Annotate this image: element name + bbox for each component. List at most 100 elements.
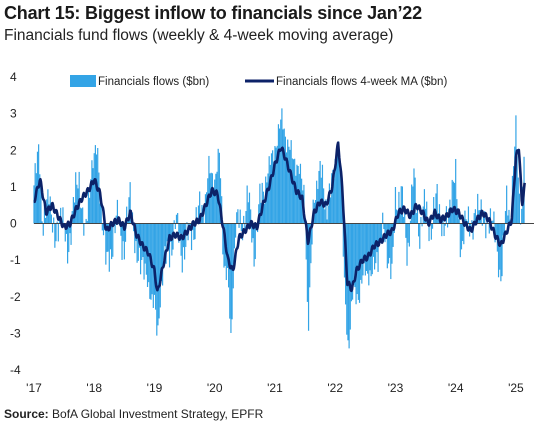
- flow-bar: [306, 223, 308, 302]
- flow-bar: [54, 223, 56, 248]
- flow-bar: [82, 207, 84, 224]
- flow-bar: [60, 207, 62, 224]
- flow-bar: [244, 223, 246, 231]
- flow-bar: [443, 223, 445, 237]
- flow-bar: [100, 197, 102, 224]
- flow-bar: [413, 168, 415, 224]
- flow-bar: [402, 216, 405, 224]
- flow-bar: [418, 223, 420, 237]
- flow-bar: [459, 223, 461, 258]
- flow-bar: [407, 223, 409, 243]
- flow-bar: [180, 223, 182, 256]
- flow-bar: [254, 223, 256, 260]
- flow-bar: [492, 220, 494, 224]
- flow-bar: [126, 206, 128, 224]
- flow-bar: [383, 223, 385, 230]
- flow-bar: [452, 181, 454, 224]
- y-tick-label: -4: [10, 363, 21, 377]
- flow-bar: [274, 146, 276, 224]
- y-tick-label: 4: [10, 70, 17, 84]
- y-tick-label: 2: [10, 143, 17, 157]
- flow-bar: [211, 173, 214, 224]
- flow-bar: [122, 223, 124, 242]
- flow-bar: [460, 223, 463, 250]
- source-label: Source:: [4, 407, 49, 421]
- flow-bar: [226, 223, 229, 268]
- y-tick-label: -3: [10, 326, 21, 340]
- flow-bar: [291, 158, 293, 224]
- flow-bar: [287, 139, 289, 224]
- x-tick-label: '23: [388, 381, 404, 395]
- flow-bar: [335, 161, 337, 224]
- flow-bar: [215, 173, 217, 224]
- y-tick-label: 1: [10, 180, 17, 194]
- chart-subtitle: Financials fund flows (weekly & 4-week m…: [4, 27, 394, 44]
- flow-bar: [506, 185, 508, 224]
- flow-bar: [248, 192, 251, 224]
- flow-bar: [420, 216, 422, 224]
- flow-bar: [504, 210, 507, 224]
- flow-bar: [62, 207, 64, 224]
- flow-bar: [342, 223, 344, 257]
- source-note: Source: BofA Global Investment Strategy,…: [4, 407, 263, 421]
- flow-bar: [328, 183, 331, 224]
- flow-bar: [229, 223, 231, 319]
- flow-bar: [451, 179, 453, 224]
- flow-bar: [423, 189, 426, 224]
- flow-bar: [83, 223, 85, 236]
- flow-bar: [214, 179, 216, 224]
- flow-bar: [389, 223, 391, 258]
- flow-bar: [44, 217, 47, 224]
- flow-bar: [155, 223, 157, 310]
- flow-bar: [75, 172, 77, 224]
- flow-bar: [56, 221, 58, 224]
- x-tick-label: '18: [86, 381, 102, 395]
- flow-bar: [361, 223, 363, 284]
- flow-bar: [295, 175, 297, 224]
- flow-bar: [495, 223, 497, 238]
- flow-bar: [455, 158, 457, 224]
- flow-bar: [91, 160, 93, 224]
- flow-bar: [267, 173, 269, 224]
- flow-bar: [245, 211, 247, 224]
- flow-bar: [193, 223, 195, 240]
- flow-bar: [232, 223, 234, 289]
- flow-bar: [363, 223, 365, 264]
- flow-bar: [188, 223, 190, 225]
- flow-bar: [231, 223, 233, 320]
- flow-bar: [412, 186, 414, 224]
- flow-bar: [209, 173, 211, 224]
- flow-bar: [222, 223, 224, 255]
- flow-bar: [387, 223, 390, 264]
- flow-bar: [189, 223, 191, 227]
- flow-bar: [40, 183, 42, 224]
- flow-bar: [175, 214, 178, 224]
- flow-bar: [369, 223, 371, 271]
- flow-bar: [151, 223, 153, 295]
- flow-bar: [92, 168, 94, 224]
- flow-bar: [441, 223, 443, 237]
- flow-bar: [442, 217, 444, 224]
- flow-bar: [212, 190, 215, 224]
- flow-bar: [283, 128, 285, 224]
- x-tick-label: '22: [327, 381, 343, 395]
- flow-bar: [332, 169, 334, 224]
- flow-bar: [179, 223, 181, 234]
- flow-bar: [161, 223, 164, 286]
- flow-bar: [120, 223, 122, 236]
- flow-bar: [85, 218, 87, 224]
- flow-bar: [99, 203, 101, 224]
- flow-bar: [318, 170, 320, 224]
- x-tick-label: '19: [147, 381, 163, 395]
- flow-bar: [273, 161, 275, 224]
- flow-bar: [70, 223, 72, 245]
- flow-bar: [204, 194, 207, 224]
- flow-bar: [87, 189, 90, 224]
- flow-bar: [206, 192, 208, 224]
- flow-bar: [275, 147, 277, 224]
- flow-bar: [285, 152, 288, 224]
- flow-bar: [435, 193, 437, 224]
- flow-bar: [336, 154, 339, 224]
- flow-bar: [194, 223, 196, 240]
- flow-bar: [246, 185, 248, 224]
